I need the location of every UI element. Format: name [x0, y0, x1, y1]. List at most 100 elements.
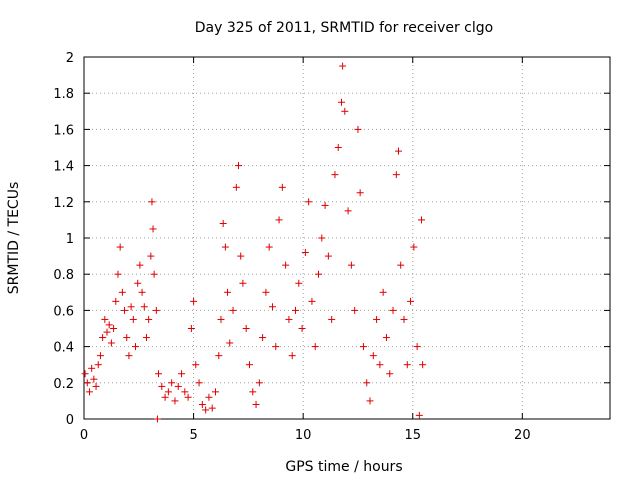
data-point — [403, 361, 411, 369]
data-point — [90, 375, 98, 383]
y-tick-label: 1.4 — [53, 160, 74, 175]
data-point — [123, 334, 131, 342]
data-point — [145, 315, 153, 323]
x-tick-label: 5 — [189, 428, 197, 443]
data-point — [81, 370, 89, 378]
data-point — [140, 303, 148, 311]
data-point — [249, 388, 257, 396]
data-point — [83, 379, 91, 387]
y-tick-label: 1.6 — [53, 123, 74, 138]
data-point — [85, 388, 93, 396]
data-point — [158, 382, 166, 390]
data-point — [369, 352, 377, 360]
data-point — [410, 243, 418, 251]
chart-title: Day 325 of 2011, SRMTID for receiver clg… — [195, 20, 493, 36]
data-point — [215, 352, 223, 360]
axis-ticks: 0 5 10 15 20 0 0.2 0.4 0.6 0.8 1 1.2 1.4 1.6 1.8 2 — [53, 51, 610, 443]
data-point — [168, 379, 176, 387]
data-point — [351, 306, 359, 314]
data-point — [202, 406, 210, 414]
data-point — [397, 261, 405, 269]
data-point — [217, 315, 225, 323]
data-point — [242, 325, 250, 332]
data-points — [81, 62, 427, 423]
y-tick-label: 1 — [66, 232, 74, 247]
data-point — [318, 234, 326, 242]
data-point — [192, 361, 200, 369]
y-tick-label: 0.6 — [53, 304, 74, 319]
data-point — [301, 248, 309, 256]
data-point — [181, 388, 189, 396]
data-point — [255, 379, 263, 387]
data-point — [400, 315, 408, 323]
data-point — [288, 352, 296, 360]
data-point — [298, 325, 306, 332]
data-point — [161, 393, 169, 401]
data-point — [291, 306, 299, 314]
data-point — [407, 297, 415, 305]
data-point — [275, 216, 283, 224]
data-point — [239, 279, 247, 287]
data-point — [101, 315, 109, 323]
data-point — [382, 334, 390, 342]
data-point — [366, 397, 374, 405]
data-point — [339, 62, 347, 70]
data-point — [152, 306, 160, 314]
data-point — [324, 252, 332, 260]
data-point — [121, 306, 129, 314]
data-point — [379, 288, 387, 296]
grid — [84, 57, 610, 419]
data-point — [245, 361, 253, 369]
data-point — [138, 288, 146, 296]
data-point — [187, 325, 195, 332]
data-point — [259, 334, 267, 342]
data-point — [155, 370, 163, 378]
data-point — [389, 306, 397, 314]
data-point — [112, 297, 120, 305]
data-point — [386, 370, 394, 378]
data-point — [235, 162, 243, 170]
data-point — [125, 352, 133, 360]
data-point — [118, 288, 126, 296]
data-point — [354, 125, 362, 133]
data-point — [376, 361, 384, 369]
y-tick-label: 1.8 — [53, 87, 74, 102]
data-point — [252, 401, 260, 409]
data-point — [392, 171, 400, 179]
data-point — [190, 297, 198, 305]
x-tick-label: 20 — [514, 428, 531, 443]
data-point — [221, 243, 229, 251]
y-tick-label: 2 — [66, 51, 74, 66]
data-point — [341, 107, 349, 115]
data-point — [88, 364, 96, 372]
data-point — [224, 288, 232, 296]
data-point — [107, 339, 115, 347]
data-point — [219, 220, 227, 228]
data-point — [229, 306, 237, 314]
y-tick-label: 0.2 — [53, 377, 74, 392]
data-point — [419, 361, 427, 369]
data-point — [114, 270, 122, 278]
data-point — [174, 382, 182, 390]
data-point — [205, 393, 213, 401]
data-point — [413, 343, 421, 351]
data-point — [295, 279, 303, 287]
data-point — [153, 415, 161, 423]
data-point — [142, 334, 150, 342]
data-point — [178, 370, 186, 378]
data-point — [92, 382, 100, 390]
data-point — [212, 388, 219, 396]
data-point — [103, 328, 111, 336]
data-point — [195, 379, 203, 387]
data-point — [311, 343, 319, 351]
data-point — [328, 315, 336, 323]
data-point — [184, 393, 192, 401]
data-point — [359, 343, 367, 351]
data-point — [338, 98, 346, 106]
data-point — [129, 315, 137, 323]
data-point — [198, 401, 206, 409]
data-point — [282, 261, 290, 269]
data-point — [96, 352, 104, 360]
data-point — [334, 144, 342, 151]
